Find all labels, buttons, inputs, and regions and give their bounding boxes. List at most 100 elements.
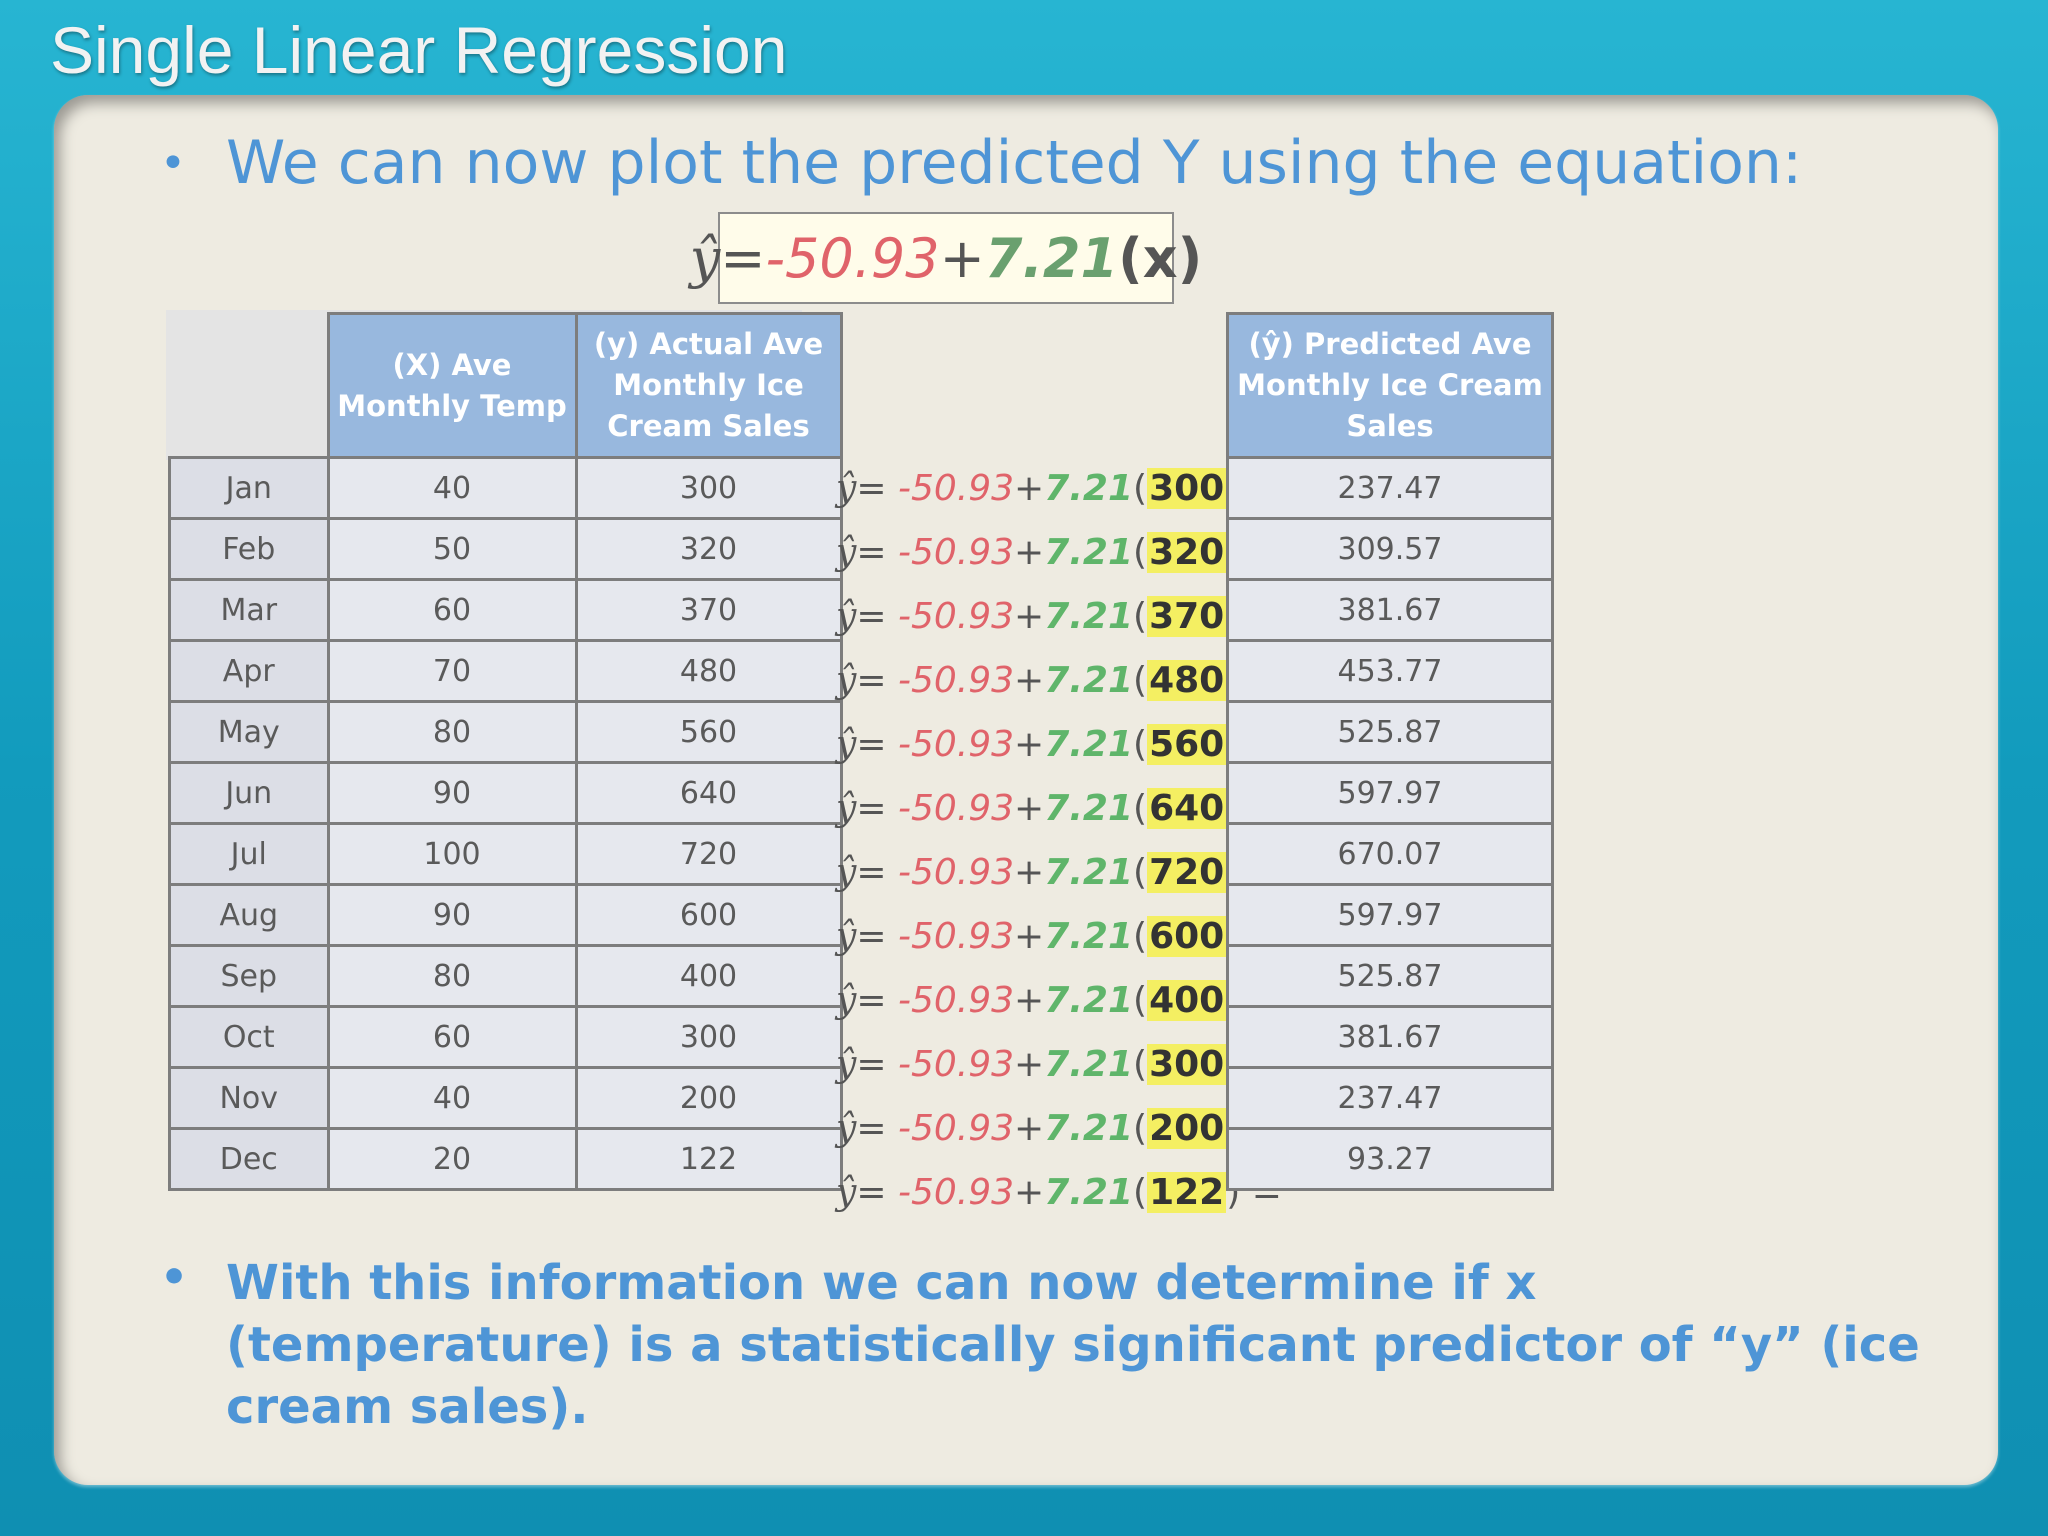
cell-y: 640 xyxy=(574,761,843,825)
calc-open-paren: ( xyxy=(1133,468,1148,509)
calc-plus: + xyxy=(1014,596,1045,637)
calc-equals: = xyxy=(856,788,898,829)
header-x-temp: (X) Ave Monthly Temp xyxy=(326,312,578,459)
calc-yhat: ŷ xyxy=(836,724,857,765)
calculation-line: ŷ= -50.93+7.21(720) = xyxy=(836,852,1282,893)
calc-open-paren: ( xyxy=(1133,1044,1148,1085)
bullet-text: We can now plot the predicted Y using th… xyxy=(226,128,1803,198)
predicted-table-body: 237.47 309.57 381.67 453.77 525.87 597.97 670.… xyxy=(1226,456,1554,1191)
cell-y: 560 xyxy=(574,700,843,764)
calc-equals: = xyxy=(856,468,898,509)
cell-x: 40 xyxy=(326,456,578,520)
cell-x: 40 xyxy=(326,1066,578,1130)
equation-slope: 7.21 xyxy=(984,226,1119,290)
calc-slope: 7.21 xyxy=(1044,1044,1134,1085)
cell-month: Jul xyxy=(168,822,330,886)
cell-y: 600 xyxy=(574,883,843,947)
cell-x: 50 xyxy=(326,517,578,581)
calc-substituted-value: 480 xyxy=(1147,660,1227,701)
cell-month: Jun xyxy=(168,761,330,825)
cell-predicted: 93.27 xyxy=(1226,1127,1554,1191)
calculation-line: ŷ= -50.93+7.21(200) = xyxy=(836,1108,1282,1149)
month-header-blank xyxy=(169,313,328,458)
calc-plus: + xyxy=(1014,660,1045,701)
calc-yhat: ŷ xyxy=(836,916,857,957)
cell-month: May xyxy=(168,700,330,764)
table-row: 237.47 xyxy=(1226,456,1554,520)
cell-month: Aug xyxy=(168,883,330,947)
calc-substituted-value: 370 xyxy=(1147,596,1227,637)
cell-x: 100 xyxy=(326,822,578,886)
calculation-line: ŷ= -50.93+7.21(300) = xyxy=(836,1044,1282,1085)
equation-x-term: (x) xyxy=(1118,226,1203,290)
calc-plus: + xyxy=(1014,980,1045,1021)
calc-slope: 7.21 xyxy=(1044,468,1134,509)
calc-equals: = xyxy=(856,596,898,637)
predicted-table: (ŷ) Predicted Ave Monthly Ice Cream Sale… xyxy=(1226,312,1554,1191)
calc-substituted-value: 300 xyxy=(1147,468,1227,509)
cell-month: Nov xyxy=(168,1066,330,1130)
calc-equals: = xyxy=(856,1108,898,1149)
calc-intercept: -50.93 xyxy=(897,916,1015,957)
calc-slope: 7.21 xyxy=(1044,1172,1134,1213)
cell-x: 60 xyxy=(326,1005,578,1069)
calc-slope: 7.21 xyxy=(1044,980,1134,1021)
cell-predicted: 525.87 xyxy=(1226,944,1554,1008)
cell-y: 400 xyxy=(574,944,843,1008)
cell-y: 200 xyxy=(574,1066,843,1130)
calc-equals: = xyxy=(856,1044,898,1085)
calc-open-paren: ( xyxy=(1133,1172,1148,1213)
calc-plus: + xyxy=(1014,788,1045,829)
table-row: 309.57 xyxy=(1226,517,1554,581)
calc-equals: = xyxy=(856,1172,898,1213)
cell-predicted: 381.67 xyxy=(1226,1005,1554,1069)
table-row: 597.97 xyxy=(1226,761,1554,825)
cell-y: 122 xyxy=(574,1127,843,1191)
table-row: May 80 560 xyxy=(168,700,843,764)
calc-plus: + xyxy=(1014,468,1045,509)
calculation-line: ŷ= -50.93+7.21(400) = xyxy=(836,980,1282,1021)
cell-x: 60 xyxy=(326,578,578,642)
cell-predicted: 597.97 xyxy=(1226,761,1554,825)
calc-yhat: ŷ xyxy=(836,852,857,893)
table-row: 237.47 xyxy=(1226,1066,1554,1130)
calc-yhat: ŷ xyxy=(836,1044,857,1085)
calc-substituted-value: 600 xyxy=(1147,916,1227,957)
calculation-line: ŷ= -50.93+7.21(640) = xyxy=(836,788,1282,829)
cell-month: Oct xyxy=(168,1005,330,1069)
calc-open-paren: ( xyxy=(1133,724,1148,765)
calc-plus: + xyxy=(1014,916,1045,957)
calc-equals: = xyxy=(856,532,898,573)
calc-substituted-value: 200 xyxy=(1147,1108,1227,1149)
cell-predicted: 237.47 xyxy=(1226,456,1554,520)
cell-x: 80 xyxy=(326,700,578,764)
cell-predicted: 597.97 xyxy=(1226,883,1554,947)
cell-predicted: 237.47 xyxy=(1226,1066,1554,1130)
cell-y: 720 xyxy=(574,822,843,886)
table-row: Jul 100 720 xyxy=(168,822,843,886)
regression-equation-box: ŷ = -50.93 +7.21 (x) xyxy=(690,212,1202,304)
calc-plus: + xyxy=(1014,724,1045,765)
calc-intercept: -50.93 xyxy=(897,532,1015,573)
bullet-text: With this information we can now determi… xyxy=(226,1255,1920,1435)
calc-open-paren: ( xyxy=(1133,852,1148,893)
cell-x: 20 xyxy=(326,1127,578,1191)
calc-substituted-value: 640 xyxy=(1147,788,1227,829)
calc-slope: 7.21 xyxy=(1044,788,1134,829)
calc-yhat: ŷ xyxy=(836,532,857,573)
calc-slope: 7.21 xyxy=(1044,532,1134,573)
table-row: Jun 90 640 xyxy=(168,761,843,825)
cell-predicted: 525.87 xyxy=(1226,700,1554,764)
table-row: 381.67 xyxy=(1226,578,1554,642)
table-row: Apr 70 480 xyxy=(168,639,843,703)
calc-open-paren: ( xyxy=(1133,1108,1148,1149)
calc-slope: 7.21 xyxy=(1044,596,1134,637)
calc-intercept: -50.93 xyxy=(897,852,1015,893)
calc-open-paren: ( xyxy=(1133,660,1148,701)
calc-equals: = xyxy=(856,916,898,957)
table-row: 381.67 xyxy=(1226,1005,1554,1069)
data-table-body: Jan 40 300 Feb 50 320 Mar 60 370 Apr 70 480 May 80 560… xyxy=(168,456,843,1191)
calc-substituted-value: 720 xyxy=(1147,852,1227,893)
cell-y: 300 xyxy=(574,456,843,520)
